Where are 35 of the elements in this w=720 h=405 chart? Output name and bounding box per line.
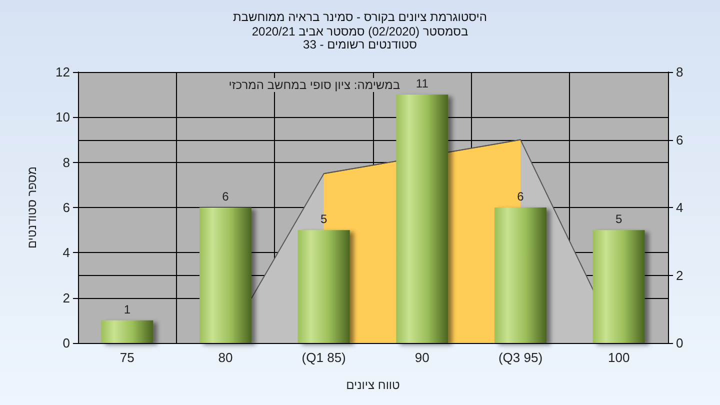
x-tick-label: (Q1 85)	[302, 350, 346, 365]
chart-title: היסטוגרמת ציונים בקורס - סמינר בראיה ממוחשבת	[232, 10, 488, 24]
data-label: 6	[222, 190, 230, 204]
y-tick-label: 2	[62, 290, 70, 306]
chart-subtitle: בסמסטר (02/2020) סמסטר אביב 2020/21 סטודנטים רשומים - 33	[252, 24, 468, 52]
bar	[200, 208, 252, 343]
data-label: 11	[416, 76, 429, 91]
x-tick-label: 100	[608, 350, 630, 365]
y2-tick-label: 0	[676, 336, 684, 350]
x-tick-label: 75	[120, 350, 134, 365]
x-tick-label: (Q3 95)	[498, 350, 543, 365]
x-tick-label: 80	[218, 350, 233, 365]
y-tick-label: 0	[62, 336, 70, 350]
y-tick-label: 12	[56, 64, 70, 80]
y-tick-label: 6	[62, 200, 70, 215]
x-tick-label: 90	[414, 350, 430, 365]
bar	[494, 208, 546, 343]
y-axis-title: מספר סטודנטים	[25, 166, 39, 249]
y-tick-label: 4	[62, 245, 70, 260]
y2-tick-label: 4	[676, 200, 684, 215]
data-label: 5	[320, 212, 328, 226]
bar	[101, 320, 154, 343]
data-label: 6	[517, 190, 524, 204]
bar	[396, 94, 448, 343]
data-label: 5	[615, 212, 622, 226]
y-tick-label: 8	[62, 154, 70, 170]
y2-tick-label: 2	[676, 268, 684, 283]
y-tick-label: 10	[56, 110, 70, 125]
bar	[298, 230, 350, 343]
x-axis-title: טווח ציונים	[346, 378, 400, 392]
y2-tick-label: 6	[676, 132, 684, 148]
bar	[592, 230, 645, 343]
annotation: במשימה: ציון סופי במחשב המרכזי	[228, 78, 400, 92]
y2-tick-label: 8	[676, 64, 684, 80]
data-label: 1	[124, 302, 131, 316]
